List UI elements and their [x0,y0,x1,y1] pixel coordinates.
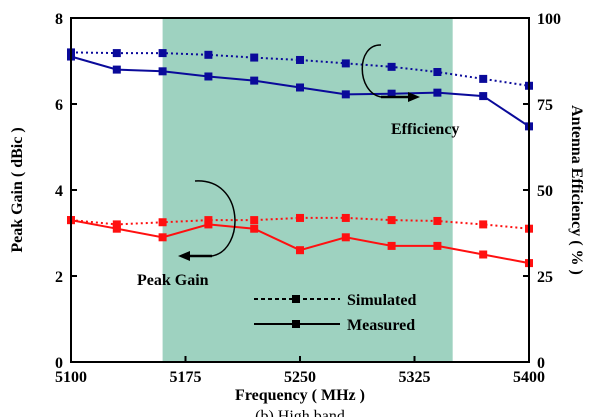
series-1-point [341,90,350,99]
series-1-point [250,76,259,85]
series-2-point [296,213,304,222]
series-2-point [433,216,442,225]
series-2-point [112,220,121,229]
y-tick-label-left: 6 [55,97,63,114]
legend-simulated-marker [292,295,300,303]
series-0-point [479,74,488,83]
y-tick-label-right: 75 [537,97,553,114]
peak-gain-annotation: Peak Gain [137,272,209,289]
series-0-point [112,49,121,58]
legend: Simulated Measured [254,292,416,334]
series-0-point [387,62,396,71]
x-axis-label: Frequency ( MHz ) [235,387,365,404]
series-2-point [387,216,396,225]
y-tick-label-right: 50 [537,183,553,200]
series-0-point [204,50,213,59]
series-1-point [433,88,442,97]
y-tick-label-left: 8 [55,11,63,28]
legend-simulated-label: Simulated [347,292,416,309]
series-3-point [250,224,259,233]
series-1-point [387,89,396,98]
series-0-point [250,53,259,62]
series-3-point [341,233,350,242]
series-1-point [112,65,121,74]
y-tick-label-left: 0 [55,355,63,372]
series-3-point [479,250,488,259]
series-0-point [158,49,167,58]
efficiency-arrowhead [408,92,420,102]
x-tick-label: 5325 [399,369,431,386]
series-2-point [479,220,488,229]
series-1-point [204,72,213,81]
series-1-point [158,67,167,76]
y-tick-label-right: 25 [537,269,553,286]
peak-gain-arrowhead [178,251,190,261]
peak-gain-rotation-arc [194,180,236,257]
y-tick-label-left: 2 [55,269,63,286]
series-1-point [296,83,304,92]
series-1-point [479,92,488,101]
series-2-point [250,216,259,225]
series-3-point [387,241,396,250]
figure-caption: (b) High band [255,408,345,417]
series-0-point [296,55,304,64]
x-tick-label: 5175 [170,369,202,386]
series-3-point [112,224,121,233]
series-3-point [296,246,304,255]
series-3-point [158,233,167,242]
y-tick-label-left: 4 [55,183,63,200]
y-axis-label-right: Antenna Efficiency ( % ) [568,105,585,275]
efficiency-rotation-arc [361,44,382,98]
series-2-point [158,218,167,227]
series-0-point [341,59,350,68]
series-2-point [341,213,350,222]
series-3-point [204,220,213,229]
series-0-point [433,68,442,77]
efficiency-annotation: Efficiency [391,121,459,138]
shaded-frequency-band [162,18,453,362]
x-tick-label: 5400 [513,369,545,386]
y-tick-label-right: 0 [537,355,545,372]
y-tick-label-right: 100 [537,11,561,28]
legend-measured-marker [292,320,300,328]
legend-measured-label: Measured [347,317,415,334]
series-line-2 [70,216,530,230]
x-tick-label: 5250 [284,369,316,386]
series-3-point [433,241,442,250]
series-line-0 [70,51,530,87]
y-axis-label-left: Peak Gain ( dBic ) [9,127,26,252]
x-tick-label: 5100 [55,369,87,386]
series-2-point [204,216,213,225]
